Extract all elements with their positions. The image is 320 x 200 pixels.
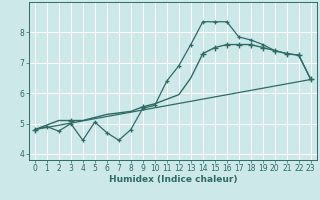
X-axis label: Humidex (Indice chaleur): Humidex (Indice chaleur) (108, 175, 237, 184)
